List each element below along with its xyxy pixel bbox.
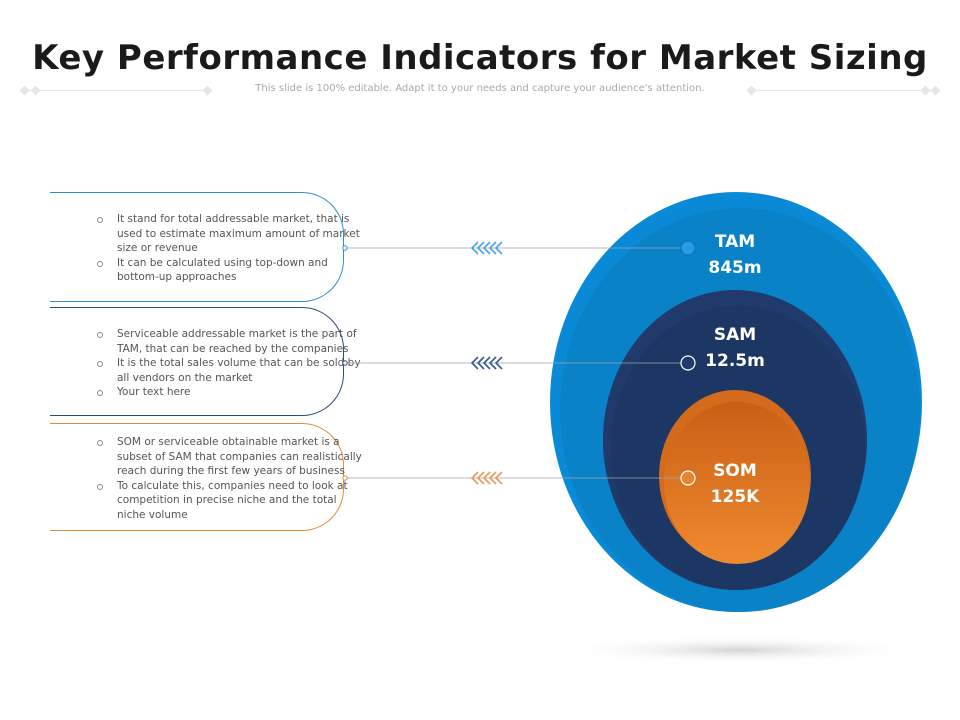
tam-bullet-list: It stand for total addressable market, t…	[95, 212, 363, 285]
tam-label: TAM 845m	[675, 229, 795, 281]
sam-description-panel: Serviceable addressable market is the pa…	[50, 307, 361, 416]
divider-left	[24, 90, 204, 91]
sam-marker-dot	[680, 355, 696, 371]
sam-chevron-icon	[470, 356, 503, 370]
som-connector-dot	[342, 475, 348, 481]
divider-right	[752, 90, 934, 91]
tam-description-panel: It stand for total addressable market, t…	[50, 192, 360, 302]
som-bullet-list: SOM or serviceable obtainable market is …	[95, 435, 363, 523]
som-description-panel: SOM or serviceable obtainable market is …	[50, 423, 362, 531]
som-bullet: To calculate this, companies need to loo…	[95, 479, 363, 523]
tam-bullet: It stand for total addressable market, t…	[95, 212, 363, 256]
som-label: SOM 125K	[675, 458, 795, 510]
som-circle	[659, 390, 811, 564]
tam-bullet: It can be calculated using top-down and …	[95, 256, 363, 285]
tam-value: 845m	[708, 258, 762, 278]
tam-connector-dot	[342, 245, 348, 251]
som-marker-dot	[680, 470, 696, 486]
sam-bullet: It is the total sales volume that can be…	[95, 356, 363, 385]
tam-chevron-icon	[470, 241, 503, 255]
som-name: SOM	[713, 461, 757, 481]
tam-name: TAM	[714, 232, 756, 252]
tam-marker-dot	[680, 240, 696, 256]
sam-bullet: Your text here	[95, 385, 363, 400]
sam-bullet-list: Serviceable addressable market is the pa…	[95, 327, 363, 400]
page-title: Key Performance Indicators for Market Si…	[32, 38, 928, 78]
som-bullet: SOM or serviceable obtainable market is …	[95, 435, 363, 479]
som-chevron-icon	[470, 471, 503, 485]
sam-bullet: Serviceable addressable market is the pa…	[95, 327, 363, 356]
sam-label: SAM 12.5m	[675, 322, 795, 374]
diagram-shadow	[555, 636, 925, 664]
page-subtitle: This slide is 100% editable. Adapt it to…	[255, 83, 705, 94]
sam-connector-dot	[342, 360, 348, 366]
som-value: 125K	[710, 487, 760, 507]
sam-name: SAM	[713, 325, 757, 345]
sam-value: 12.5m	[705, 351, 765, 371]
